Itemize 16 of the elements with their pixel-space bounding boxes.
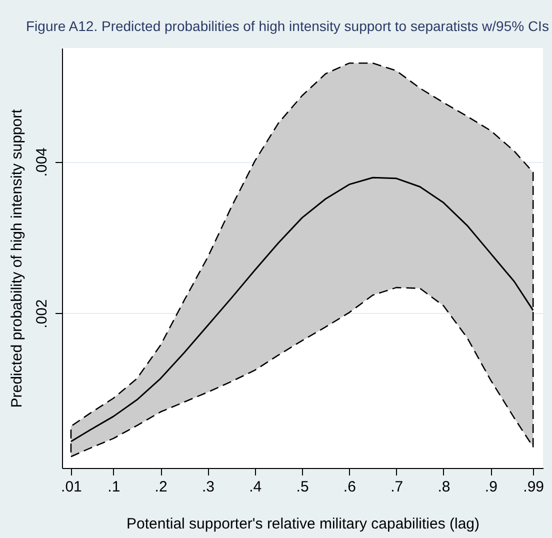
- x-tick-label: .1: [108, 478, 120, 496]
- chart-title: Figure A12. Predicted probabilities of high intensity support to separatists w/95% CIs: [26, 18, 549, 34]
- x-tick-label: .6: [343, 478, 356, 496]
- x-tick-label: .3: [202, 478, 214, 496]
- y-tick-label: .002: [34, 299, 50, 328]
- y-axis-title: Predicted probability of high intensity support: [8, 108, 26, 408]
- x-tick-label: .9: [484, 478, 498, 496]
- x-tick-label: .4: [249, 478, 262, 496]
- x-tick-label: .99: [523, 478, 544, 496]
- x-tick-label: .2: [154, 478, 168, 496]
- x-axis-title: Potential supporter's relative military capabilities (lag): [126, 516, 480, 532]
- y-tick-label: .004: [34, 148, 50, 177]
- x-tick-label: .5: [296, 478, 309, 496]
- x-tick-label: .01: [61, 478, 82, 496]
- x-tick-label: .7: [390, 478, 404, 496]
- x-tick-label: .8: [438, 478, 450, 496]
